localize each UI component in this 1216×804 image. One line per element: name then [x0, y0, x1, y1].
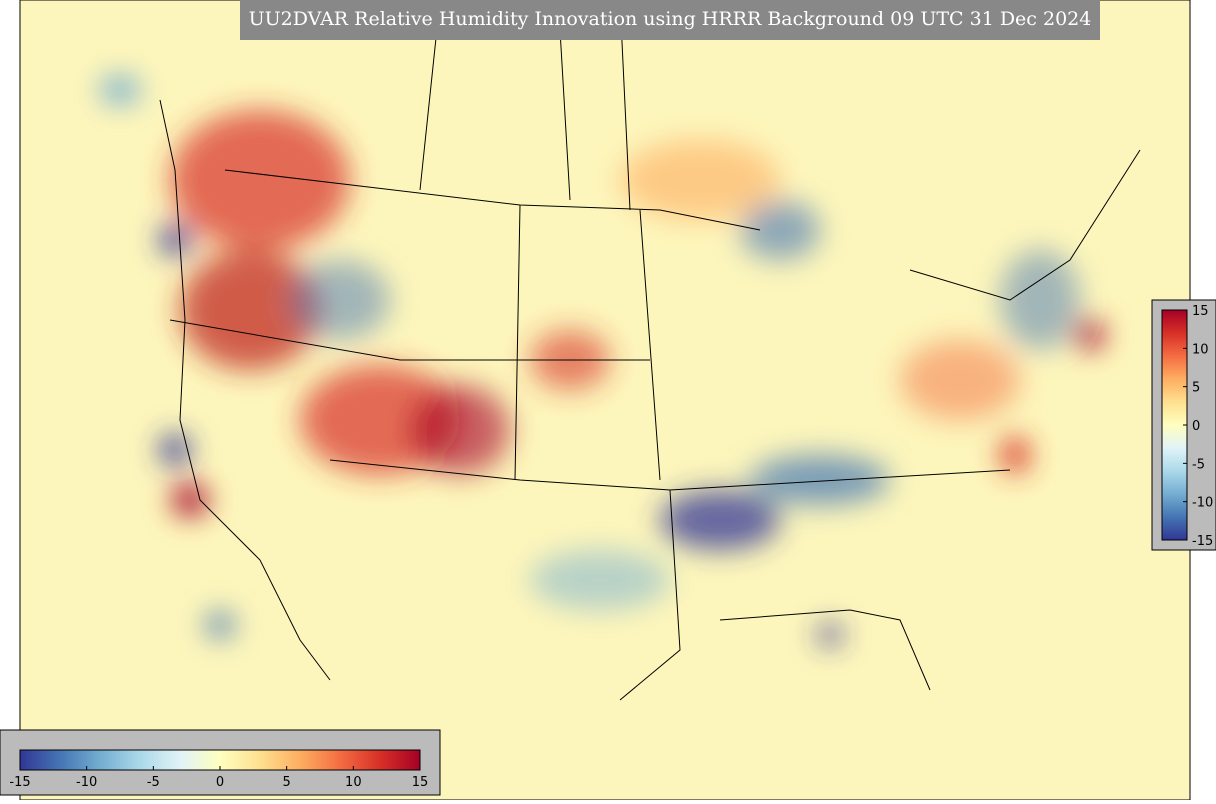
tick-label: 15: [1192, 304, 1209, 319]
tick-label: -5: [147, 775, 160, 790]
boundaries: [159, 0, 1141, 701]
tick-label: 5: [283, 775, 291, 790]
tick-label: 15: [412, 775, 429, 790]
map-area: [19, 0, 1191, 801]
title-box: [240, 0, 1100, 40]
map-title: UU2DVAR Relative Humidity Innovation usi…: [249, 8, 1092, 30]
tick-label: 10: [1192, 342, 1209, 357]
tick-label: -5: [1192, 457, 1205, 472]
tick-label: -10: [1192, 496, 1213, 511]
tick-label: -15: [9, 775, 30, 790]
tick-label: 5: [1192, 381, 1200, 396]
tick-label: 0: [1192, 419, 1200, 434]
tick-label: -10: [76, 775, 97, 790]
tick-label: -15: [1192, 534, 1213, 549]
tick-label: 0: [216, 775, 224, 790]
colorbar: [1161, 309, 1188, 541]
tick-label: 10: [345, 775, 362, 790]
field-shading: [100, 76, 1104, 645]
